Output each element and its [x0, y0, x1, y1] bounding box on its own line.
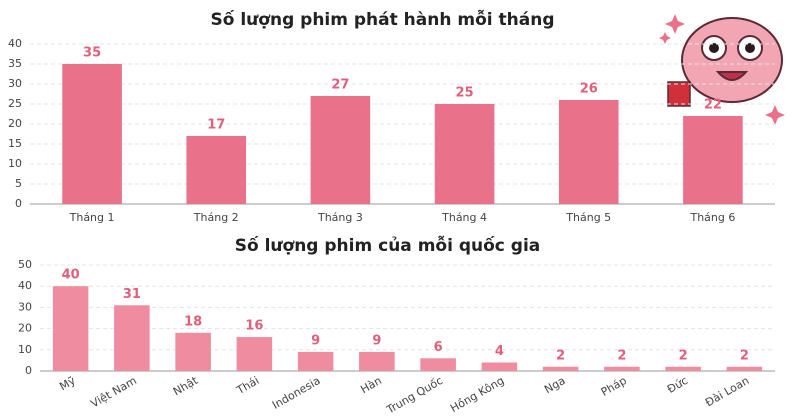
bar [186, 136, 247, 204]
y-tick-label: 20 [18, 322, 32, 335]
value-label: 17 [207, 118, 225, 133]
x-tick-label: Tháng 6 [689, 211, 735, 224]
x-tick-label: Tháng 3 [317, 211, 363, 224]
y-tick-label: 15 [8, 137, 22, 150]
y-tick-label: 0 [15, 197, 22, 210]
value-label: 26 [580, 82, 598, 97]
y-tick-label: 50 [18, 258, 32, 271]
y-tick-label: 30 [8, 77, 22, 90]
bar [683, 116, 743, 204]
y-tick-label: 10 [8, 157, 22, 170]
x-tick-label: Tháng 5 [565, 211, 611, 224]
x-tick-label: Trung Quốc [384, 374, 445, 417]
value-label: 16 [245, 319, 263, 334]
x-tick-label: Hàn [358, 374, 384, 396]
value-label: 9 [311, 333, 320, 348]
y-tick-label: 20 [8, 117, 22, 130]
bar [359, 351, 395, 371]
bar [604, 366, 640, 371]
value-label: 4 [495, 344, 504, 359]
mascot [659, 14, 785, 125]
y-tick-label: 30 [18, 300, 32, 313]
value-label: 2 [740, 348, 749, 363]
y-tick-label: 35 [8, 57, 22, 70]
value-label: 2 [617, 348, 626, 363]
bar [236, 337, 273, 371]
x-tick-label: Nhật [171, 374, 201, 399]
x-tick-label: Đài Loan [703, 374, 751, 409]
bar [114, 305, 150, 371]
bar [434, 104, 495, 204]
x-tick-label: Việt Nam [89, 374, 139, 411]
x-tick-label: Mỹ [57, 374, 78, 394]
value-label: 2 [679, 348, 688, 363]
y-tick-label: 25 [8, 97, 22, 110]
x-tick-label: Thái [234, 374, 262, 398]
x-tick-label: Nga [542, 374, 568, 396]
bar [542, 366, 579, 371]
value-label: 9 [372, 333, 381, 348]
bar [52, 286, 89, 371]
value-label: 18 [184, 314, 202, 329]
bar [420, 358, 456, 371]
x-tick-label: Tháng 4 [441, 211, 487, 224]
bar [62, 64, 122, 204]
chart-title: Số lượng phim phát hành mỗi tháng [211, 8, 555, 30]
y-tick-label: 5 [15, 177, 22, 190]
value-label: 2 [556, 348, 565, 363]
value-label: 22 [704, 98, 722, 113]
bar [726, 366, 763, 371]
value-label: 35 [83, 46, 101, 61]
x-tick-label: Pháp [599, 374, 629, 399]
x-tick-label: Tháng 2 [193, 211, 239, 224]
x-tick-label: Đức [665, 374, 690, 396]
x-tick-label: Hồng Kông [448, 374, 506, 415]
bar [558, 100, 619, 204]
value-label: 27 [331, 78, 349, 93]
value-label: 6 [434, 340, 443, 355]
value-label: 40 [62, 268, 80, 283]
bar [665, 366, 701, 371]
x-tick-label: Indonesia [270, 374, 323, 412]
value-label: 31 [123, 287, 141, 302]
chart-title: Số lượng phim của mỗi quốc gia [235, 234, 541, 256]
bar [481, 362, 518, 371]
y-tick-label: 0 [25, 364, 32, 377]
bar [175, 332, 211, 371]
y-tick-label: 40 [18, 279, 32, 292]
bar [310, 96, 371, 204]
y-tick-label: 10 [18, 343, 32, 356]
value-label: 25 [456, 86, 474, 101]
x-tick-label: Tháng 1 [69, 211, 115, 224]
y-tick-label: 40 [8, 37, 22, 50]
bar [297, 351, 334, 371]
